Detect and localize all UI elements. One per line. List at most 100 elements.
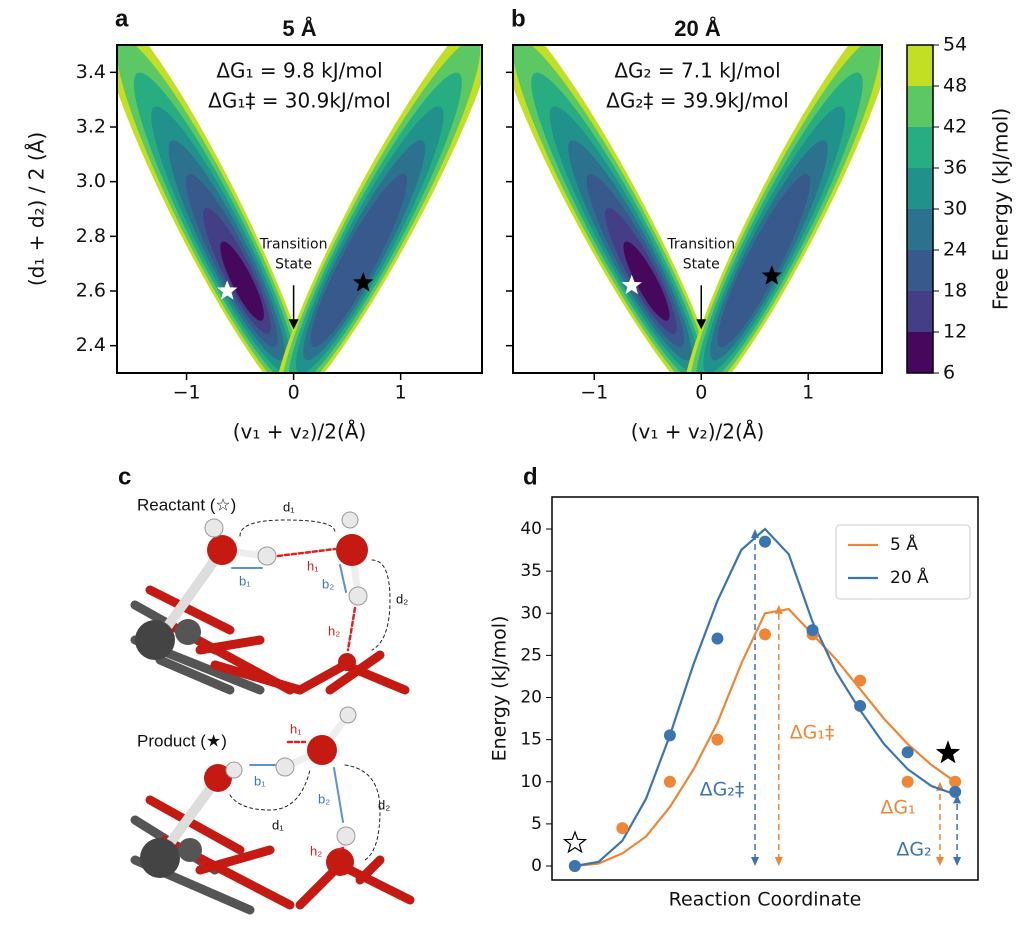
x-axis-label: (v₁ + v₂)/2(Å) (233, 420, 367, 444)
contour-level (310, 173, 408, 348)
bond-label: h₂ (310, 843, 322, 858)
colorbar-tick-label: 18 (943, 280, 967, 302)
arrow-head (696, 319, 707, 330)
data-point (854, 674, 867, 687)
colorbar-tick-label: 24 (943, 239, 967, 261)
data-point (759, 535, 771, 548)
arrow-head (288, 319, 299, 330)
y-tick-label: 3.0 (76, 170, 106, 192)
panel-title: 20 Å (674, 15, 721, 41)
y-tick-label: 3.4 (76, 61, 106, 83)
y-tick-label: 0 (531, 856, 542, 876)
data-point (901, 746, 914, 759)
y-tick-label: 35 (520, 561, 542, 581)
bond-label: d₁ (283, 499, 295, 514)
bond-label: h₁ (307, 558, 319, 573)
y-tick-label: 15 (520, 730, 542, 750)
y-tick-label: 2.6 (76, 280, 106, 302)
y-tick-label: 40 (520, 519, 542, 539)
y-tick-label: 10 (520, 772, 542, 792)
annotation: ΔG₂ = 7.1 kJ/mol (614, 59, 780, 83)
arrow-head (953, 857, 962, 867)
data-point (901, 775, 914, 788)
y-tick-label: 2.8 (76, 225, 106, 247)
colorbar-band (907, 332, 933, 373)
product-structure (130, 706, 415, 915)
star-marker (761, 265, 783, 285)
star-marker (562, 830, 588, 854)
colorbar-tick-label: 6 (943, 362, 955, 384)
legend-label: 5 Å (890, 533, 918, 555)
arrow-head (935, 857, 944, 867)
y-axis-label: (d₁ + d₂) / 2 (Å) (25, 132, 49, 286)
x-tick-label: 0 (695, 382, 707, 404)
panel-label: c (118, 463, 131, 490)
data-point (568, 860, 581, 873)
colorbar-tick-label: 54 (943, 34, 967, 56)
data-point (854, 699, 867, 712)
data-point (663, 775, 676, 788)
molecule-diagram: c Reactant (☆) d₁ h₁ (118, 463, 415, 915)
reactant-title: Reactant (☆) (137, 495, 236, 514)
colorbar-tick-label: 30 (943, 198, 967, 220)
bond-label: h₂ (328, 623, 340, 638)
data-point (711, 632, 724, 645)
x-axis-label: (v₁ + v₂)/2(Å) (631, 420, 765, 444)
y-tick-label: 5 (531, 814, 542, 834)
colorbar-band (907, 291, 933, 332)
panel-label: b (511, 5, 526, 32)
contour-level (717, 173, 811, 348)
arrow-head (751, 857, 760, 867)
annotation: ΔG₁ = 9.8 kJ/mol (216, 59, 382, 83)
colorbar-band (907, 168, 933, 209)
plot-frame (116, 44, 483, 374)
bond-label: d₂ (396, 591, 408, 606)
bond-label: b₂ (322, 576, 334, 591)
colorbar-tick-label: 48 (943, 75, 967, 97)
fit-curve (574, 527, 956, 868)
annotation-label: ΔG₁‡ (790, 722, 835, 744)
transition-label: State (275, 256, 312, 272)
data-point (806, 624, 819, 637)
bond-label: b₂ (318, 791, 330, 806)
x-tick-label: −1 (173, 382, 201, 404)
data-point (759, 628, 771, 641)
data-point (663, 729, 676, 742)
legend-box (835, 524, 971, 600)
plot-frame (551, 496, 979, 881)
plot-frame (512, 44, 883, 374)
panel-label: a (115, 5, 129, 32)
y-tick-label: 25 (520, 645, 542, 665)
annotation-label: ΔG₂ (896, 839, 931, 861)
contour-level (623, 241, 670, 321)
bond-label: b₁ (254, 773, 266, 788)
transition-label: Transition (259, 236, 328, 252)
star-marker (352, 272, 374, 292)
fit-curve (574, 607, 956, 868)
colorbar-band (907, 250, 933, 291)
x-tick-label: 1 (802, 382, 814, 404)
transition-label: Transition (666, 236, 735, 252)
data-point (616, 822, 629, 835)
x-tick-label: 0 (288, 382, 300, 404)
colorbar-band (907, 209, 933, 250)
data-point (949, 775, 962, 788)
star-marker (217, 280, 238, 300)
annotation: ΔG₁‡ = 30.9kJ/mol (208, 89, 391, 113)
star-marker (621, 274, 642, 295)
y-tick-label: 30 (520, 603, 542, 623)
colorbar-band (907, 45, 933, 86)
y-axis-label: Energy (kJ/mol) (489, 616, 511, 762)
bond-label: d₁ (272, 817, 284, 832)
legend-label: 20 Å (890, 566, 929, 588)
transition-label: State (683, 256, 720, 272)
annotation-label: ΔG₂‡ (700, 779, 745, 801)
x-tick-label: 1 (395, 382, 407, 404)
reactant-structure (130, 511, 410, 695)
arrow-head (774, 857, 783, 867)
colorbar-tick-label: 36 (943, 157, 967, 179)
panel-title: 5 Å (282, 15, 316, 41)
bond-label: h₁ (290, 721, 302, 736)
contour-field (117, 45, 482, 373)
